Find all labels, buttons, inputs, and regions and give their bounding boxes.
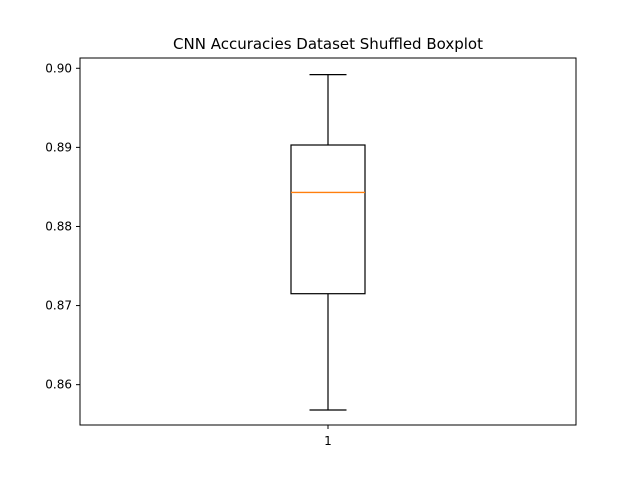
y-tick-label: 0.88 — [45, 219, 72, 233]
chart-title: CNN Accuracies Dataset Shuffled Boxplot — [173, 35, 483, 53]
y-tick-label: 0.89 — [45, 140, 72, 154]
x-axis: 1 — [324, 425, 332, 448]
y-tick-label: 0.86 — [45, 378, 72, 392]
plot-marks — [290, 74, 366, 411]
box-iqr — [290, 144, 366, 295]
y-axis: 0.86 0.87 0.88 0.89 0.90 — [45, 61, 80, 392]
y-tick-label: 0.90 — [45, 61, 72, 75]
x-tick-label: 1 — [324, 434, 332, 448]
y-tick-label: 0.87 — [45, 299, 72, 313]
